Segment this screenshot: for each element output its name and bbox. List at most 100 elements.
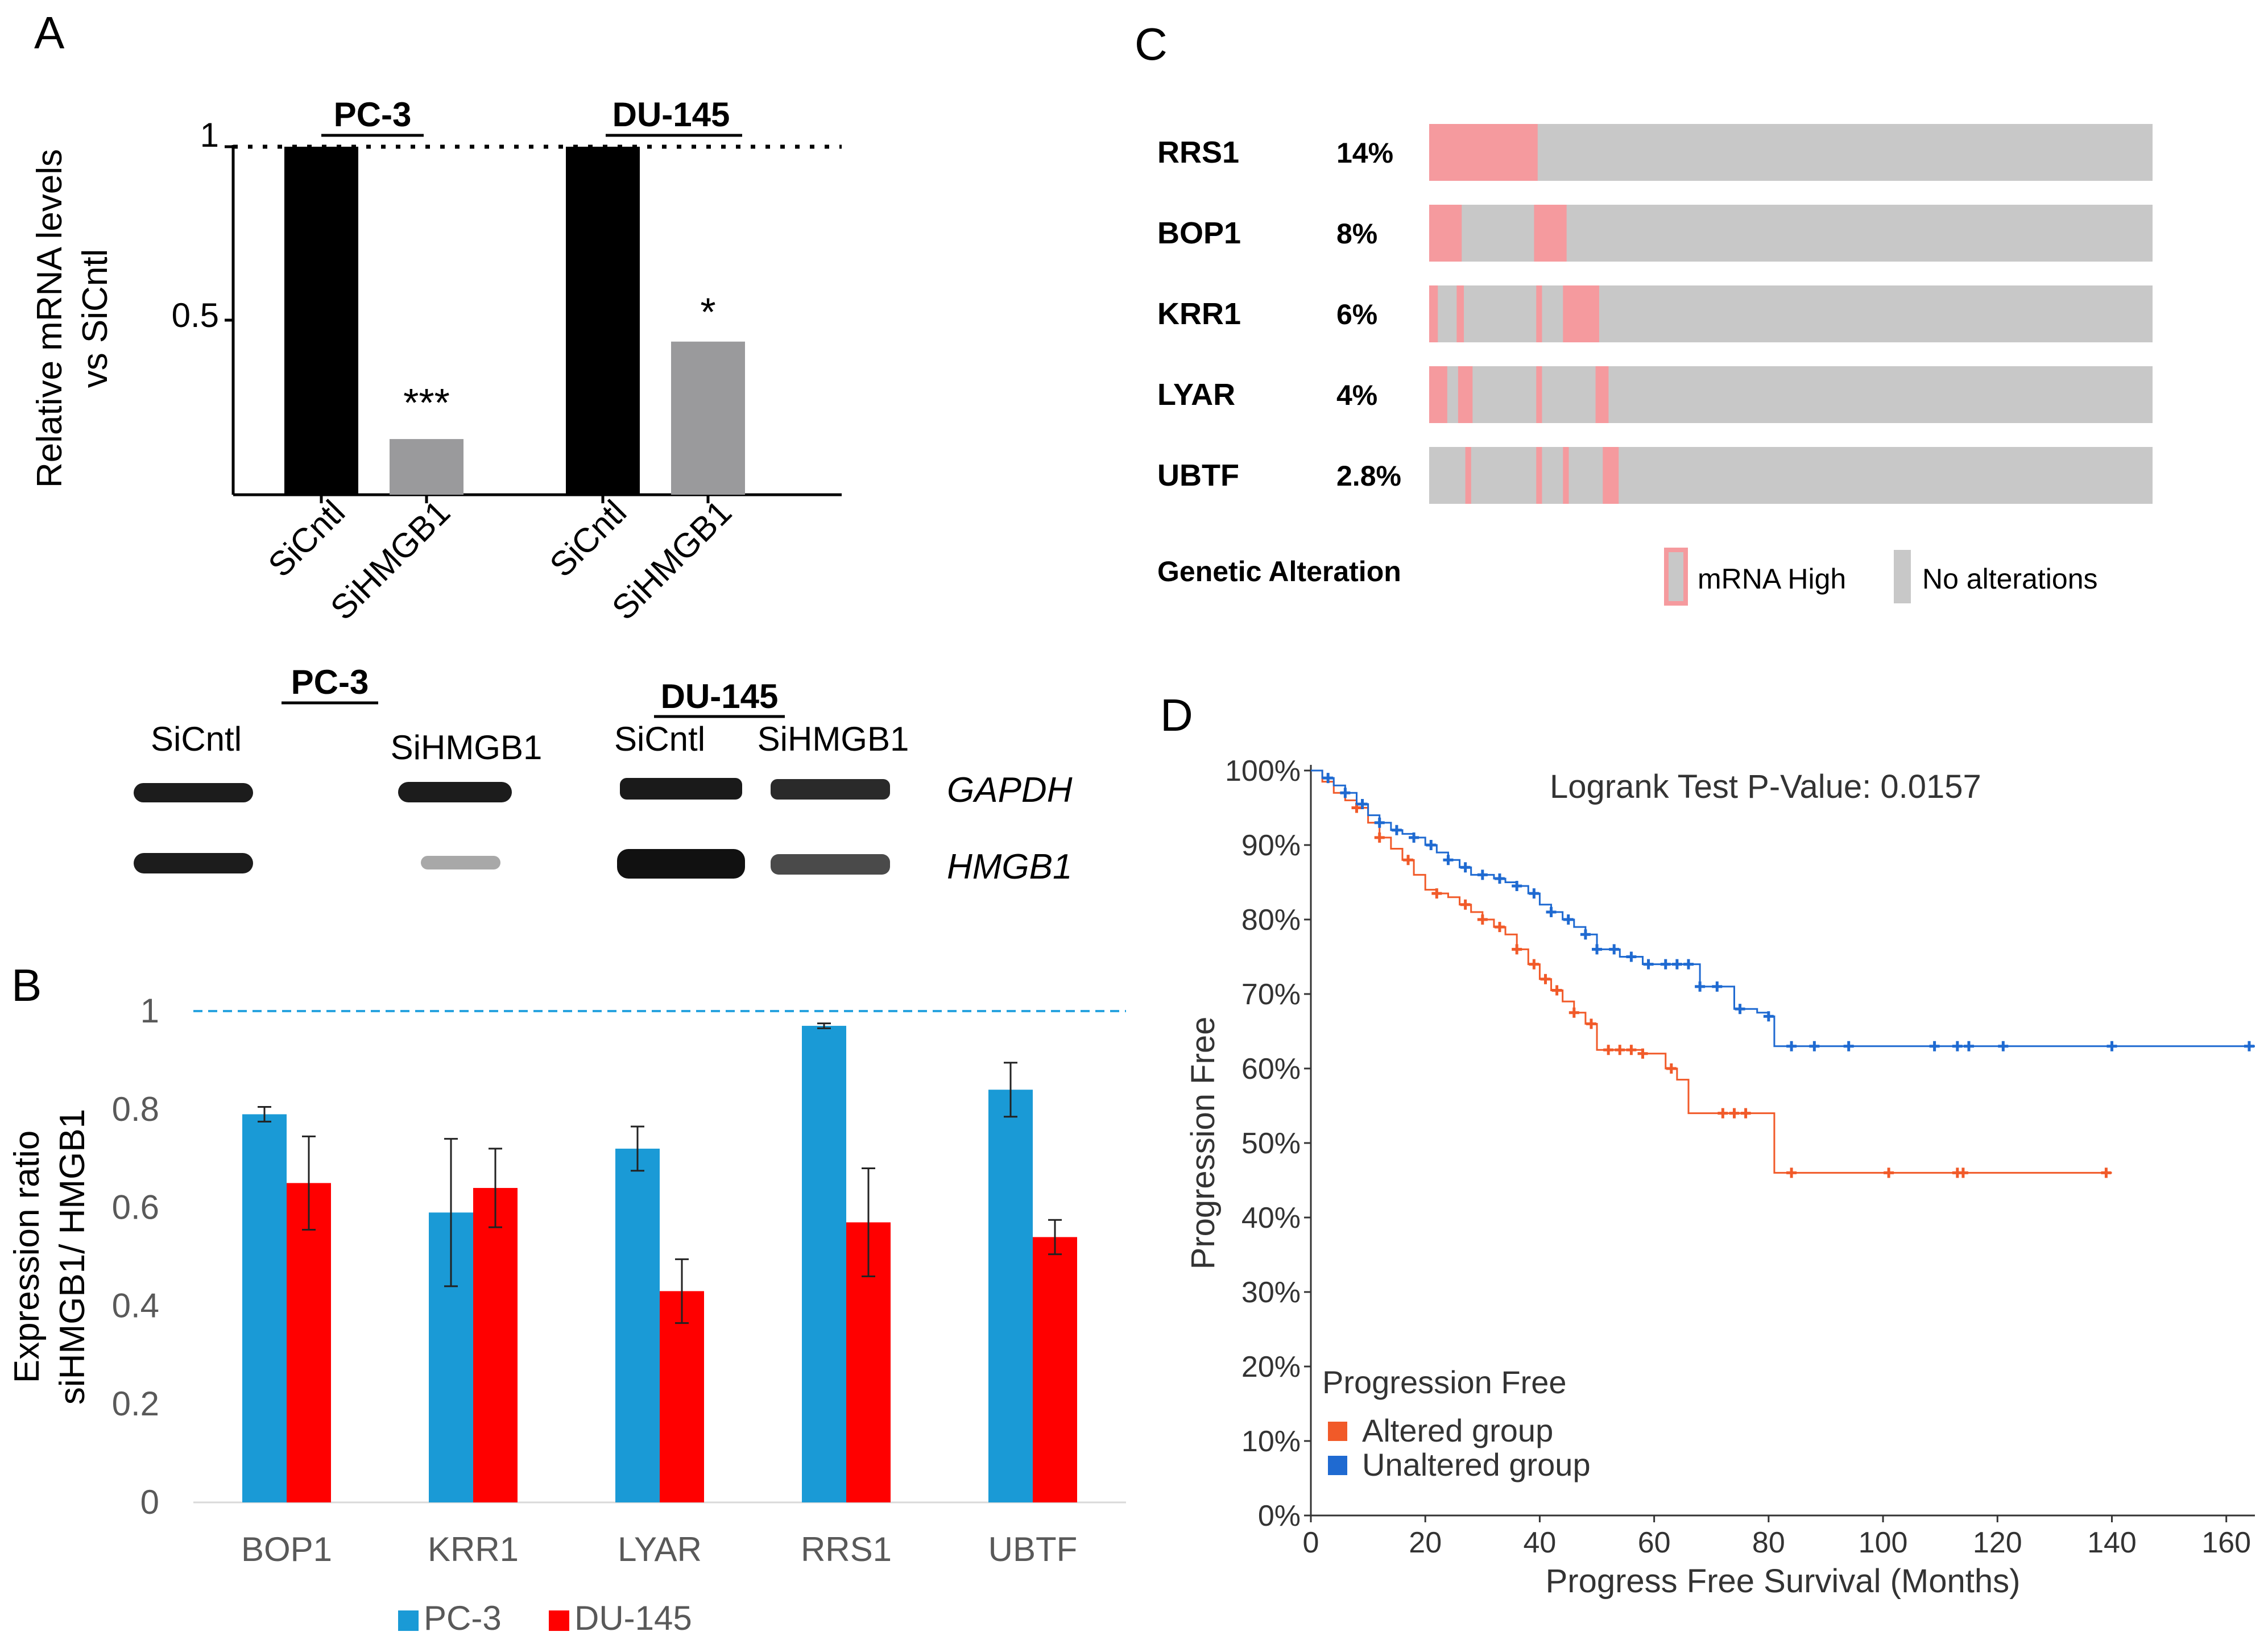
panel-d-title: Logrank Test P-Value: 0.0157 bbox=[1550, 768, 1981, 805]
panel-a-group-du145: DU-145 bbox=[612, 96, 730, 134]
panel-d-ytick-label-2: 20% bbox=[1241, 1351, 1301, 1384]
blot-protein-gapdh: GAPDH bbox=[947, 771, 1073, 810]
panel-d-censor-altered-16 bbox=[1626, 1045, 1637, 1055]
panel-d-censor-altered-10 bbox=[1540, 974, 1551, 984]
panel-d-censor-unaltered-22 bbox=[1671, 959, 1682, 970]
panel-b-xtick-label-krr1: KRR1 bbox=[428, 1530, 519, 1568]
panel-c-alteration-krr1-4 bbox=[1563, 285, 1599, 342]
panel-b-bar-du-145-ubtf bbox=[1033, 1237, 1077, 1502]
panel-d-censor-unaltered-34 bbox=[1998, 1041, 2009, 1051]
panel-d-curve-unaltered bbox=[1311, 769, 2255, 1047]
panel-d-censor-altered-25 bbox=[1957, 1167, 1968, 1178]
panel-c-pct-lyar: 4% bbox=[1336, 379, 1377, 411]
panel-a-significance-1: *** bbox=[403, 380, 450, 425]
panel-b-bar-du-145-bop1 bbox=[287, 1183, 331, 1502]
blot-lane-label-1: SiCntl bbox=[151, 720, 242, 758]
panel-d-censor-altered-15 bbox=[1615, 1045, 1625, 1055]
panel-d-xtick-label-1: 20 bbox=[1409, 1526, 1442, 1559]
panel-d-censor-unaltered-27 bbox=[1763, 1011, 1774, 1022]
panel-a-bar-1 bbox=[284, 147, 358, 495]
blot-band-gapdh-1 bbox=[134, 783, 253, 802]
panel-b-ytick-label-2: 0.4 bbox=[112, 1286, 159, 1324]
panel-c-alteration-lyar-1 bbox=[1429, 366, 1447, 423]
panel-b-legend-label-du145: DU-145 bbox=[574, 1599, 692, 1637]
panel-c-gene-lyar: LYAR bbox=[1157, 378, 1235, 412]
panel-b-bar-pc-3-ubtf bbox=[988, 1090, 1033, 1502]
panel-d-censor-unaltered-8 bbox=[1443, 855, 1454, 866]
panel-d-ytick-label-10: 100% bbox=[1225, 755, 1301, 788]
panel-label-b: B bbox=[11, 960, 42, 1011]
panel-d-xtick-label-8: 160 bbox=[2201, 1526, 2251, 1559]
panel-c-alteration-ubtf-4 bbox=[1603, 447, 1619, 504]
panel-d-ytick-label-5: 50% bbox=[1241, 1127, 1301, 1160]
panel-d-xtick-label-4: 80 bbox=[1752, 1526, 1785, 1559]
panel-d-xtick-label-0: 0 bbox=[1303, 1526, 1319, 1559]
panel-c-alteration-ubtf-1 bbox=[1465, 447, 1471, 504]
panel-d-censor-altered-6 bbox=[1477, 914, 1488, 925]
panel-d-censor-altered-2 bbox=[1374, 832, 1385, 843]
panel-d-censor-altered-22 bbox=[1786, 1167, 1797, 1178]
panel-a-ytick-label-1: 1 bbox=[200, 116, 219, 154]
panel-c-legend-label-none: No alterations bbox=[1922, 563, 2098, 595]
panel-d-censor-unaltered-23 bbox=[1683, 959, 1694, 970]
panel-d-censor-unaltered-20 bbox=[1643, 959, 1654, 970]
panel-c-track-rrs1 bbox=[1429, 124, 2153, 181]
panel-d-censor-altered-23 bbox=[1884, 1167, 1894, 1178]
panel-d-ytick-label-6: 60% bbox=[1241, 1053, 1301, 1086]
panel-d-censor-altered-3 bbox=[1403, 855, 1414, 866]
panel-b-ytick-label-4: 0.8 bbox=[112, 1090, 159, 1128]
panel-d-censor-unaltered-29 bbox=[1809, 1041, 1820, 1051]
panel-b-xtick-label-bop1: BOP1 bbox=[241, 1530, 332, 1568]
panel-d-legend-swatch-altered bbox=[1328, 1422, 1347, 1441]
panel-c-alteration-bop1-1 bbox=[1429, 205, 1462, 262]
panel-d-ytick-label-7: 70% bbox=[1241, 978, 1301, 1011]
panel-label-a: A bbox=[34, 7, 65, 58]
panel-d-censor-altered-19 bbox=[1717, 1108, 1728, 1119]
panel-c: C RRS1 14% BOP1 8% KRR1 6% LYAR 4% UBTF 2.8% Gene… bbox=[1135, 19, 2153, 606]
panel-b-xtick-label-lyar: LYAR bbox=[618, 1530, 702, 1568]
panel-c-alteration-krr1-1 bbox=[1429, 285, 1438, 342]
panel-d-censor-altered-18 bbox=[1666, 1063, 1677, 1074]
panel-d: D Logrank Test P-Value: 0.0157 Progressi… bbox=[1160, 690, 2255, 1600]
panel-c-alteration-bop1-2 bbox=[1534, 205, 1567, 262]
blot-band-hmgb1-3 bbox=[617, 849, 745, 879]
panel-a-significance-2: * bbox=[700, 290, 715, 334]
panel-d-censor-unaltered-21 bbox=[1660, 959, 1671, 970]
panel-b-bar-pc-3-bop1 bbox=[242, 1114, 287, 1502]
panel-c-alteration-ubtf-2 bbox=[1536, 447, 1542, 504]
panel-d-legend-swatch-unaltered bbox=[1328, 1456, 1347, 1475]
panel-d-curve-altered bbox=[1311, 769, 2112, 1174]
panel-d-ytick-label-0: 0% bbox=[1258, 1500, 1301, 1533]
panel-c-gene-ubtf: UBTF bbox=[1157, 458, 1239, 492]
panel-d-censor-unaltered-7 bbox=[1426, 840, 1437, 850]
blot-band-hmgb1-4 bbox=[771, 854, 890, 875]
western-blot: PC-3 DU-145 SiCntl SiHMGB1 SiCntl SiHMGB… bbox=[134, 663, 1073, 887]
blot-band-gapdh-3 bbox=[620, 778, 742, 800]
panel-d-censor-altered-11 bbox=[1551, 985, 1562, 996]
panel-c-track-ubtf bbox=[1429, 447, 2153, 504]
panel-c-alteration-ubtf-3 bbox=[1563, 447, 1569, 504]
panel-d-censor-altered-26 bbox=[2101, 1167, 2112, 1178]
panel-c-gene-krr1: KRR1 bbox=[1157, 297, 1241, 331]
panel-d-xtick-label-5: 100 bbox=[1859, 1526, 1908, 1559]
panel-label-c: C bbox=[1135, 19, 1168, 69]
panel-d-legend-label-altered: Altered group bbox=[1362, 1413, 1553, 1448]
panel-c-track-krr1 bbox=[1429, 285, 2153, 342]
panel-a: A 1 0.5 Relative mRNA levels vs SiCntl P… bbox=[30, 7, 842, 627]
panel-b-bar-pc-3-lyar bbox=[615, 1148, 660, 1502]
panel-a-ylabel-1: Relative mRNA levels bbox=[30, 149, 69, 488]
panel-d-xlabel: Progress Free Survival (Months) bbox=[1546, 1563, 2021, 1600]
panel-a-xtick-label-1: SiCntl bbox=[261, 493, 353, 585]
panel-b-ylabel-2: siHMGB1/ HMGB1 bbox=[53, 1109, 92, 1405]
panel-c-alteration-lyar-4 bbox=[1595, 366, 1609, 423]
panel-c-pct-rrs1: 14% bbox=[1336, 137, 1393, 169]
panel-d-censor-unaltered-16 bbox=[1580, 929, 1591, 940]
panel-d-censor-unaltered-9 bbox=[1460, 862, 1471, 873]
panel-b-xtick-label-ubtf: UBTF bbox=[988, 1530, 1078, 1568]
panel-d-censor-altered-5 bbox=[1460, 899, 1471, 910]
panel-d-censor-unaltered-2 bbox=[1340, 788, 1351, 798]
panel-a-ytick-label-05: 0.5 bbox=[172, 296, 219, 334]
panel-d-censor-unaltered-32 bbox=[1952, 1041, 1963, 1051]
panel-c-alteration-lyar-2 bbox=[1458, 366, 1473, 423]
